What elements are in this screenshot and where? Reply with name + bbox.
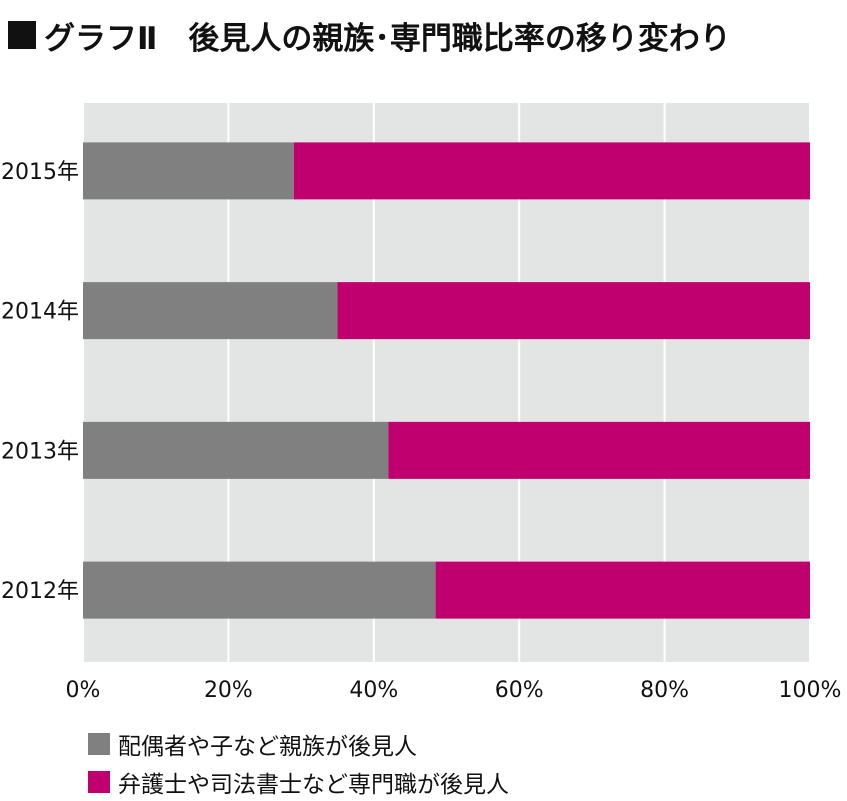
bar-segment-family bbox=[83, 421, 389, 479]
bar-segment-family bbox=[83, 561, 436, 619]
x-tick-label: 20% bbox=[204, 678, 253, 703]
chart-title: グラフⅡ 後見人の親族･専門職比率の移り変わり bbox=[8, 10, 731, 60]
x-tick-label: 0% bbox=[66, 678, 101, 703]
y-category-label: 2013年 bbox=[1, 439, 79, 464]
legend-item-professional: 弁護士や司法書士など専門職が後見人 bbox=[88, 763, 509, 801]
bar-segment-professional bbox=[293, 142, 811, 200]
x-tick-label: 100% bbox=[779, 678, 842, 703]
legend-item-family: 配偶者や子など親族が後見人 bbox=[88, 725, 509, 763]
legend-swatch-family bbox=[88, 733, 110, 755]
bar-segment-professional bbox=[435, 561, 810, 619]
legend-swatch-professional bbox=[88, 771, 110, 793]
black-square-icon bbox=[8, 21, 36, 49]
bar-segment-professional bbox=[337, 282, 810, 340]
y-category-label: 2014年 bbox=[1, 300, 79, 325]
y-axis-labels: 2015年 2014年 2013年 2012年 bbox=[1, 160, 79, 604]
bar-segment-family bbox=[83, 142, 294, 200]
legend-label-family: 配偶者や子など親族が後見人 bbox=[118, 734, 417, 760]
chart-title-text: グラフⅡ 後見人の親族･専門職比率の移り変わり bbox=[44, 20, 731, 57]
bar-segment-family bbox=[83, 282, 338, 340]
x-tick-label: 80% bbox=[640, 678, 689, 703]
stacked-bar-chart: 2015年 2014年 2013年 2012年 0% 20% 40% 60% 80% 100% bbox=[1, 103, 842, 703]
y-category-label: 2012年 bbox=[1, 579, 79, 604]
bar-segment-professional bbox=[388, 421, 810, 479]
x-tick-label: 60% bbox=[495, 678, 544, 703]
bars bbox=[83, 142, 811, 619]
y-category-label: 2015年 bbox=[1, 160, 79, 185]
x-tick-label: 40% bbox=[349, 678, 398, 703]
legend-label-professional: 弁護士や司法書士など専門職が後見人 bbox=[118, 772, 509, 798]
legend: 配偶者や子など親族が後見人 弁護士や司法書士など専門職が後見人 bbox=[88, 725, 509, 801]
x-axis-labels: 0% 20% 40% 60% 80% 100% bbox=[66, 678, 842, 703]
